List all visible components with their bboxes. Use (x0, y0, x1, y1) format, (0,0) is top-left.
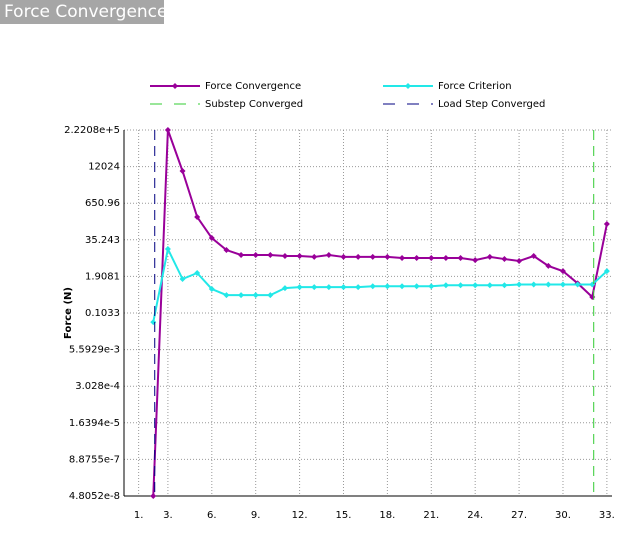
point-marker (413, 283, 420, 290)
x-tick-label: 33. (599, 510, 615, 521)
point-marker (194, 213, 201, 220)
x-tick-label: 24. (467, 510, 483, 521)
legend-marker (405, 83, 411, 89)
point-marker (442, 254, 449, 261)
point-marker (457, 254, 464, 261)
point-marker (574, 281, 581, 288)
x-tick-label: 3. (163, 510, 173, 521)
y-tick-label: 0.1033 (85, 308, 120, 319)
point-marker (486, 253, 493, 260)
x-tick-label: 30. (555, 510, 571, 521)
point-marker (369, 253, 376, 260)
point-marker (179, 167, 186, 174)
point-marker (501, 282, 508, 289)
point-marker (355, 284, 362, 291)
x-tick-label: 12. (292, 510, 308, 521)
point-marker (399, 283, 406, 290)
legend-label: Force Convergence (205, 81, 301, 92)
point-marker (281, 252, 288, 259)
point-marker (384, 283, 391, 290)
point-marker (296, 252, 303, 259)
point-marker (428, 283, 435, 290)
point-marker (472, 257, 479, 264)
y-tick-label: 4.8052e-8 (69, 491, 120, 502)
point-marker (603, 221, 610, 228)
series-line (152, 129, 608, 497)
y-axis-label: Force (N) (63, 287, 74, 339)
point-marker (208, 235, 215, 242)
point-marker (150, 493, 157, 499)
y-tick-label: 1.9081 (85, 271, 120, 282)
chart-title: Force Convergence (4, 2, 167, 22)
point-marker (559, 268, 566, 275)
point-marker (340, 253, 347, 260)
y-tick-label: 8.8755e-7 (69, 454, 120, 465)
y-tick-label: 1.6394e-5 (69, 418, 120, 429)
point-marker (413, 254, 420, 261)
point-marker (164, 127, 171, 133)
point-marker (267, 292, 274, 299)
point-marker (384, 253, 391, 260)
y-tick-label: 2.2208e+5 (64, 125, 120, 136)
point-marker (179, 276, 186, 283)
point-marker (311, 284, 318, 291)
point-marker (457, 282, 464, 289)
point-marker (267, 251, 274, 258)
point-marker (486, 282, 493, 289)
y-tick-label: 650.96 (85, 198, 120, 209)
legend-label: Load Step Converged (438, 99, 545, 110)
title-bar (0, 0, 164, 24)
x-tick-label: 6. (207, 510, 217, 521)
point-marker (530, 252, 537, 259)
legend-label: Substep Converged (205, 99, 303, 110)
legend-marker (172, 83, 178, 89)
x-tick-label: 1. (134, 510, 144, 521)
point-marker (559, 281, 566, 288)
point-marker (325, 284, 332, 291)
point-marker (472, 282, 479, 289)
point-marker (238, 251, 245, 258)
point-marker (603, 268, 610, 275)
point-marker (530, 281, 537, 288)
point-marker (369, 283, 376, 290)
point-marker (516, 281, 523, 288)
legend-label: Force Criterion (438, 81, 512, 92)
x-tick-label: 18. (379, 510, 395, 521)
x-tick-label: 9. (251, 510, 261, 521)
y-tick-label: 12024 (88, 162, 120, 173)
point-marker (340, 284, 347, 291)
point-marker (399, 254, 406, 261)
point-marker (194, 270, 201, 277)
y-tick-label: 5.5929e-3 (69, 345, 120, 356)
point-marker (545, 281, 552, 288)
point-marker (428, 254, 435, 261)
point-marker (516, 258, 523, 265)
y-tick-label: 35.243 (85, 235, 120, 246)
point-marker (223, 247, 230, 254)
point-marker (208, 285, 215, 292)
x-tick-label: 15. (336, 510, 352, 521)
point-marker (296, 284, 303, 291)
x-tick-label: 27. (511, 510, 527, 521)
point-marker (311, 253, 318, 260)
point-marker (501, 256, 508, 263)
point-marker (355, 253, 362, 260)
point-marker (223, 292, 230, 299)
point-marker (325, 251, 332, 258)
point-marker (150, 319, 157, 326)
point-marker (281, 285, 288, 292)
x-tick-label: 21. (423, 510, 439, 521)
point-marker (252, 251, 259, 258)
point-marker (238, 292, 245, 299)
point-marker (252, 292, 259, 299)
point-marker (545, 262, 552, 269)
point-marker (442, 282, 449, 289)
y-tick-label: 3.028e-4 (75, 381, 120, 392)
point-marker (164, 246, 171, 253)
